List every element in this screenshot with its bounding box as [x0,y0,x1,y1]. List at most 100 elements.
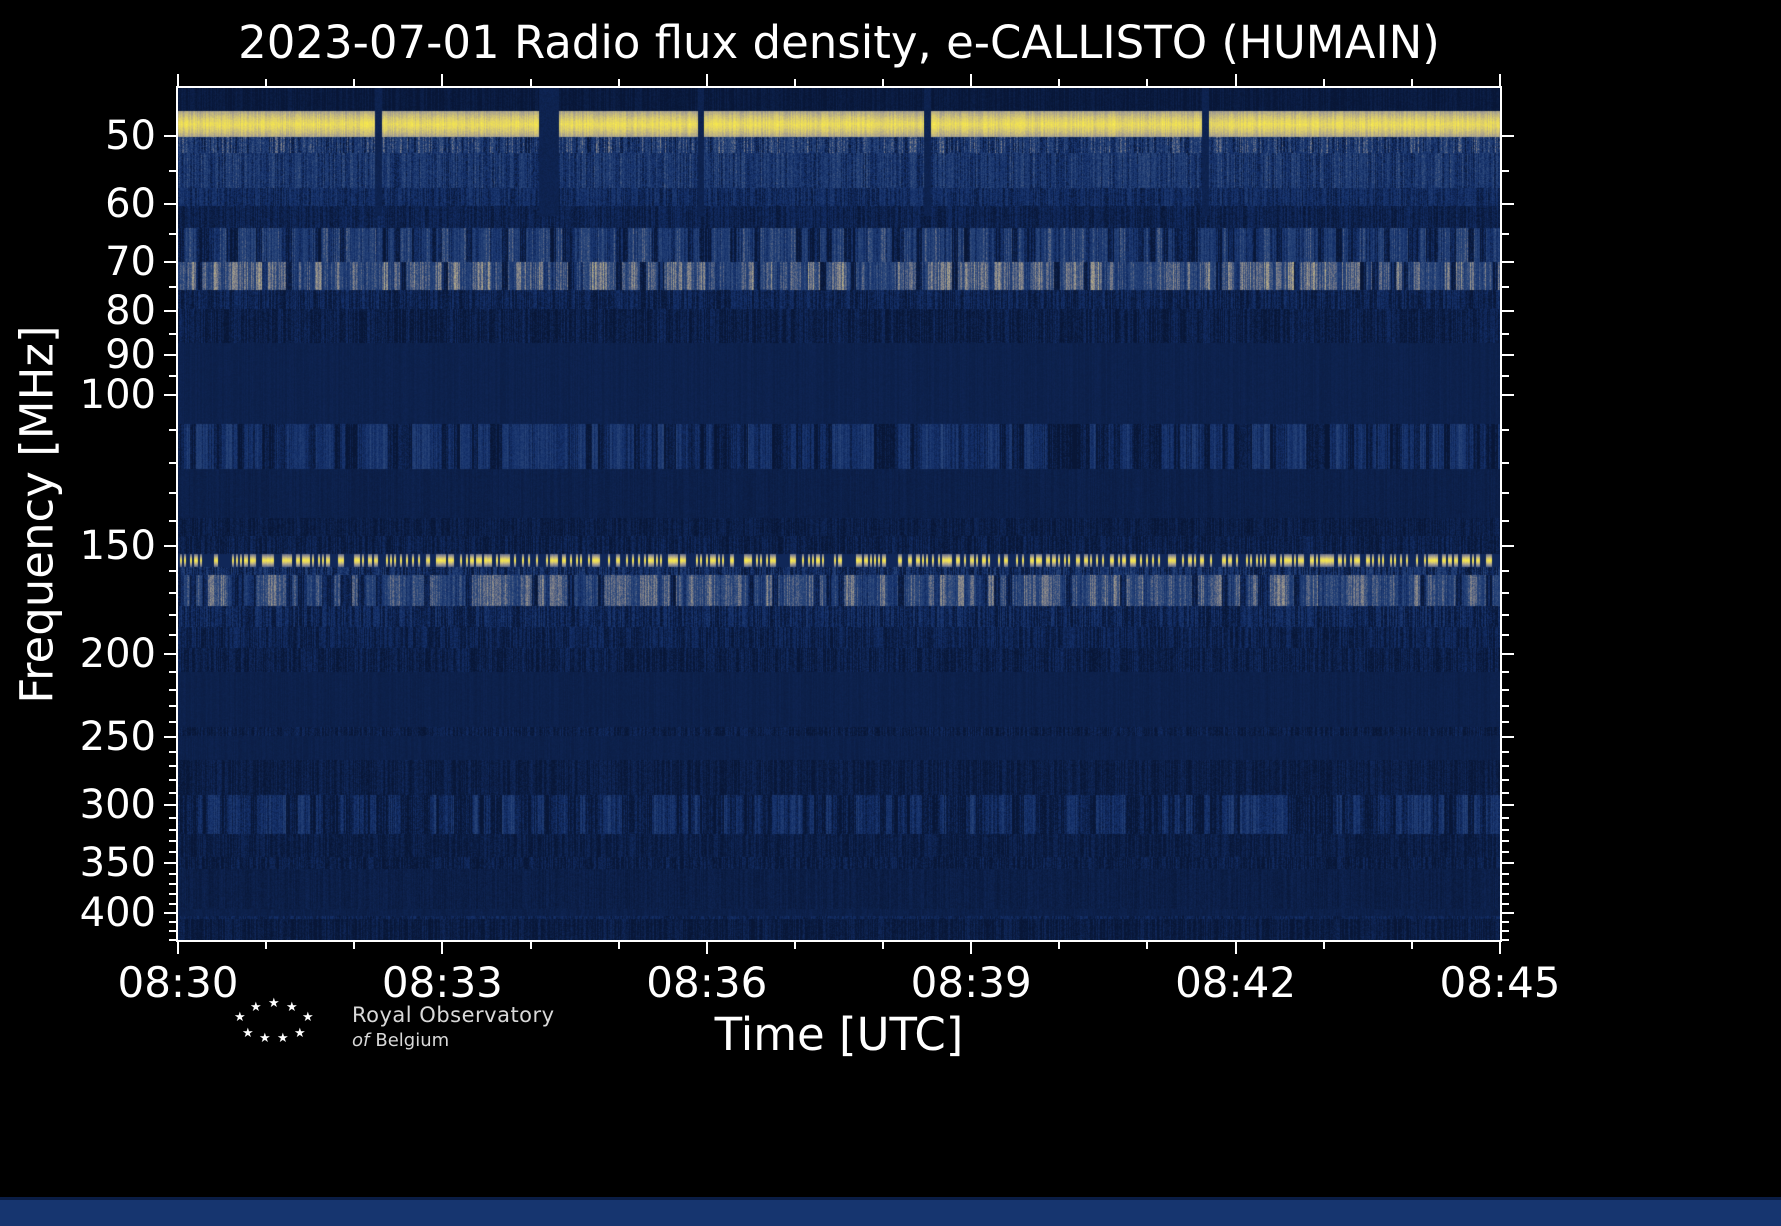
x-tick-label: 08:45 [1439,958,1561,1007]
y-minor-tick [1502,840,1509,843]
y-tick-label: 300 [79,782,156,829]
y-minor-tick [169,840,176,843]
y-major-tick [164,736,176,739]
y-minor-tick [169,569,176,572]
y-tick-label: 60 [105,180,156,227]
y-tick-label: 90 [105,332,156,379]
y-minor-tick [169,892,176,895]
x-minor-tick [882,942,885,949]
y-minor-tick [169,939,176,941]
y-minor-tick [1502,592,1509,595]
y-minor-tick [1502,750,1509,753]
y-major-tick [1502,652,1514,655]
y-minor-tick [169,765,176,768]
x-major-tick [705,74,708,86]
x-tick-label: 08:42 [1175,958,1297,1007]
y-minor-tick [1502,721,1509,724]
y-major-tick [164,393,176,396]
x-major-tick [1234,942,1237,954]
x-minor-tick [793,942,796,949]
y-major-tick [164,545,176,548]
logo-star-icon: ★ [242,1026,254,1041]
y-tick-label: 100 [79,371,156,418]
y-minor-tick [169,872,176,875]
x-tick-label: 08:36 [646,958,768,1007]
x-major-tick [970,942,973,954]
x-tick-label: 08:30 [117,958,239,1007]
logo-star-icon: ★ [302,1010,314,1025]
x-minor-tick [1410,79,1413,86]
x-minor-tick [617,942,620,949]
y-minor-tick [169,705,176,708]
y-minor-tick [1502,921,1509,924]
y-minor-tick [169,791,176,794]
y-tick-label: 70 [105,238,156,285]
rob-logo-line2: of Belgium [352,1030,555,1051]
y-major-tick [164,134,176,137]
rob-logo-line1: Royal Observatory [352,1003,555,1027]
y-tick-label: 200 [79,630,156,677]
y-tick-label: 150 [79,523,156,570]
y-minor-tick [169,613,176,616]
rob-logo-belgium: Belgium [375,1030,450,1051]
y-minor-tick [169,816,176,819]
y-minor-tick [169,461,176,464]
y-major-tick [1502,736,1514,739]
rob-logo-text: Royal Observatory of Belgium [352,1003,555,1051]
y-minor-tick [169,750,176,753]
x-major-tick [177,74,179,86]
y-minor-tick [1502,569,1509,572]
rob-logo-of: of [352,1030,370,1051]
y-minor-tick [1502,851,1509,854]
y-minor-tick [169,902,176,905]
y-minor-tick [1502,892,1509,895]
x-minor-tick [353,79,356,86]
spectrogram-canvas [178,88,1500,940]
y-minor-tick [169,671,176,674]
x-minor-tick [529,942,532,949]
y-minor-tick [1502,688,1509,691]
logo-star-icon: ★ [268,996,280,1011]
y-minor-tick [1502,778,1509,781]
y-minor-tick [1502,232,1509,235]
y-minor-tick [1502,872,1509,875]
x-minor-tick [353,942,356,949]
x-minor-tick [529,79,532,86]
logo-star-icon: ★ [259,1031,271,1046]
x-minor-tick [1058,79,1061,86]
y-minor-tick [1502,461,1509,464]
y-major-tick [164,652,176,655]
y-minor-tick [1502,791,1509,794]
y-minor-tick [169,930,176,933]
y-major-tick [164,354,176,357]
x-minor-tick [1322,79,1325,86]
y-minor-tick [1502,765,1509,768]
y-major-tick [1502,393,1514,396]
y-minor-tick [1502,491,1509,494]
y-minor-tick [1502,671,1509,674]
y-minor-tick [1502,286,1509,289]
y-major-tick [1502,202,1514,205]
x-minor-tick [793,79,796,86]
x-major-tick [970,74,973,86]
y-minor-tick [169,778,176,781]
y-major-tick [1502,260,1514,263]
y-minor-tick [169,232,176,235]
y-minor-tick [169,170,176,173]
x-major-tick [705,942,708,954]
logo-star-icon: ★ [234,1010,246,1025]
logo-star-icon: ★ [286,1000,298,1015]
x-major-tick [441,74,444,86]
y-minor-tick [169,828,176,831]
y-major-tick [1502,545,1514,548]
y-minor-tick [169,333,176,336]
y-major-tick [1502,134,1514,137]
y-minor-tick [1502,519,1509,522]
x-minor-tick [1146,942,1149,949]
x-major-tick [177,942,179,954]
logo-star-icon: ★ [250,1000,262,1015]
x-tick-label: 08:39 [910,958,1032,1007]
y-tick-label: 50 [105,112,156,159]
y-minor-tick [1502,613,1509,616]
